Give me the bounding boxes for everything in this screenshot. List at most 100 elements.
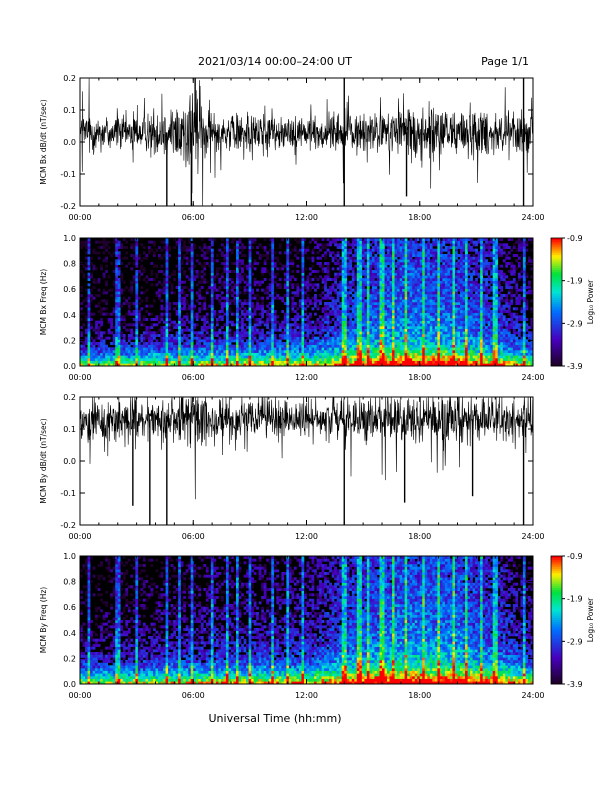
spectrogram-cell — [87, 326, 91, 329]
spectrogram-cell — [321, 344, 325, 348]
spectrogram-cell — [326, 344, 330, 348]
spectrogram-cell — [127, 310, 131, 313]
spectrogram-cell — [382, 294, 385, 297]
spectrogram-cell — [155, 334, 159, 337]
spectrogram-cell — [283, 363, 287, 366]
spectrogram-cell — [178, 272, 181, 276]
spectrogram-cell — [180, 262, 184, 265]
spectrogram-cell — [404, 326, 408, 329]
spectrogram-cell — [376, 358, 380, 361]
spectrogram-cell — [205, 246, 209, 249]
spectrogram-cell — [135, 312, 139, 316]
spectrogram-cell — [173, 272, 176, 276]
spectrogram-cell — [100, 334, 103, 337]
spectrogram-cell — [266, 360, 270, 364]
spectrogram-cell — [92, 339, 96, 343]
spectrogram-cell — [361, 320, 365, 324]
spectrogram-cell — [178, 254, 181, 257]
spectrogram-cell — [361, 339, 365, 343]
spectrogram-cell — [437, 310, 441, 313]
spectrogram-cell — [376, 352, 380, 356]
spectrogram-cell — [346, 267, 350, 271]
spectrogram-cell — [271, 320, 275, 324]
spectrogram-cell — [392, 320, 395, 324]
spectrogram-cell — [374, 334, 378, 337]
spectrogram-cell — [183, 254, 186, 257]
spectrogram-cell — [160, 328, 164, 332]
spectrogram-cell — [359, 254, 363, 257]
spectrogram-cell — [165, 312, 169, 316]
spectrogram-cell — [271, 272, 275, 276]
spectrogram-cell — [303, 360, 307, 364]
spectrogram-cell — [180, 246, 184, 249]
spectrogram-cell — [132, 318, 136, 321]
spectrogram-cell — [286, 320, 290, 324]
spectrogram-cell — [251, 272, 254, 276]
spectrogram-cell — [334, 323, 337, 327]
spectrogram-cell — [427, 339, 431, 343]
spectrogram-cell — [175, 352, 179, 356]
spectrogram-cell — [409, 320, 413, 324]
spectrogram-cell — [346, 352, 350, 356]
spectrogram-cell — [394, 296, 398, 300]
spectrogram-cell — [366, 283, 370, 287]
spectrogram-cell — [200, 328, 204, 332]
spectrogram-cell — [115, 288, 119, 292]
spectrogram-cell — [238, 267, 242, 271]
spectrogram-cell — [326, 270, 330, 273]
spectrogram-cell — [170, 363, 174, 366]
spectrogram-cell — [256, 342, 259, 345]
spectrogram-cell — [218, 358, 222, 361]
spectrogram-cell — [334, 350, 337, 353]
spectrogram-cell — [253, 294, 257, 297]
spectrogram-cell — [301, 264, 305, 268]
spectrogram-cell — [97, 256, 101, 260]
spectrogram-cell — [183, 320, 186, 324]
spectrogram-cell — [407, 355, 410, 359]
spectrogram-cell — [432, 310, 436, 313]
spectrogram-cell — [145, 299, 149, 303]
spectrogram-cell — [225, 262, 229, 265]
spectrogram-cell — [87, 336, 91, 340]
spectrogram-cell — [439, 299, 443, 303]
spectrogram-cell — [356, 238, 360, 241]
spectrogram-cell — [100, 240, 103, 244]
spectrogram-cell — [369, 307, 373, 311]
spectrogram-cell — [283, 283, 287, 287]
spectrogram-cell — [374, 302, 378, 305]
spectrogram-cell — [115, 251, 119, 255]
spectrogram-cell — [271, 310, 275, 313]
spectrogram-cell — [384, 270, 388, 273]
spectrogram-cell — [409, 254, 413, 257]
spectrogram-cell — [112, 310, 116, 313]
spectrogram-cell — [336, 254, 340, 257]
spectrogram-cell — [321, 246, 325, 249]
x-tick-label: 12:00 — [295, 213, 318, 222]
spectrogram-cell — [102, 331, 106, 335]
spectrogram-cell — [402, 238, 405, 241]
spectrogram-cell — [228, 363, 232, 366]
spectrogram-cell — [346, 272, 350, 276]
spectrogram-cell — [306, 315, 310, 319]
spectrogram-cell — [324, 360, 327, 364]
spectrogram-cell — [85, 315, 88, 319]
spectrogram-cell — [225, 283, 229, 287]
spectrogram-cell — [326, 336, 330, 340]
spectrogram-cell — [407, 286, 410, 289]
spectrogram-cell — [256, 328, 259, 332]
spectrogram-cell — [434, 339, 438, 343]
spectrogram-cell — [384, 336, 388, 340]
spectrogram-cell — [205, 312, 209, 316]
spectrogram-cell — [140, 358, 144, 361]
spectrogram-cell — [356, 267, 360, 271]
spectrogram-cell — [117, 318, 121, 321]
spectrogram-cell — [281, 336, 285, 340]
spectrogram-cell — [397, 312, 400, 316]
spectrogram-cell — [87, 248, 91, 252]
spectrogram-cell — [155, 275, 159, 279]
spectrogram-cell — [339, 318, 343, 321]
spectrogram-cell — [359, 286, 363, 289]
spectrogram-cell — [215, 318, 219, 321]
spectrogram-cell — [366, 352, 370, 356]
spectrogram-cell — [288, 262, 292, 265]
